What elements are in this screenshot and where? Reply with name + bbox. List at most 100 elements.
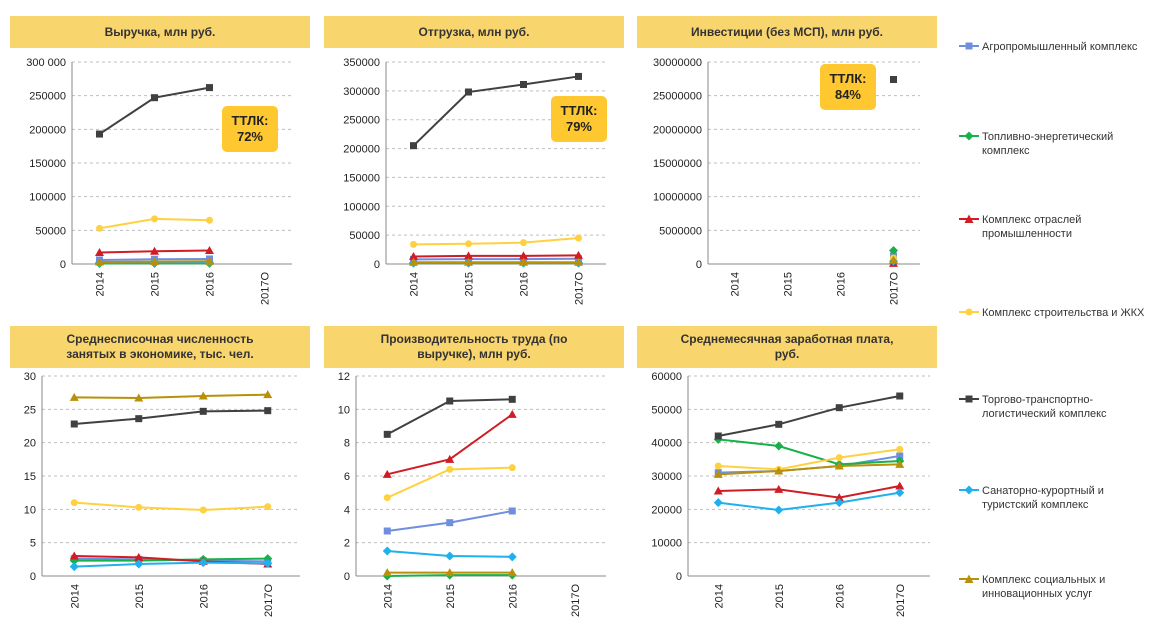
data-point xyxy=(199,506,207,514)
series-industry xyxy=(95,246,214,257)
chart-employment: 0 5 10 15 20 25 30 2014 2015 2016 2017О xyxy=(24,371,300,617)
chart-salary: 0 10000 20000 30000 40000 50000 60000 2014 2015 2… xyxy=(651,371,930,617)
data-point xyxy=(507,552,517,562)
series-social-innovation xyxy=(409,257,583,266)
data-point xyxy=(69,562,79,572)
y-tick-label: 60000 xyxy=(651,371,682,383)
data-point xyxy=(150,257,159,266)
y-tick-label: 40000 xyxy=(651,438,682,450)
data-point xyxy=(198,391,208,400)
ttlk-callout-revenue: ТТЛК: 72% xyxy=(222,106,278,152)
y-tick-label: 20000000 xyxy=(653,124,702,136)
data-point xyxy=(382,568,392,577)
data-point xyxy=(835,404,843,412)
data-point xyxy=(575,72,582,80)
y-tick-label: 12 xyxy=(338,371,350,383)
y-tick-label: 8 xyxy=(344,438,350,450)
series-resort-tourism xyxy=(69,558,273,572)
x-tick-label: 2016 xyxy=(834,584,846,608)
legend-label: Санаторно-курортный и туристский комплек… xyxy=(982,485,1104,511)
data-point xyxy=(508,464,516,472)
data-point xyxy=(834,461,844,470)
series-trade-transport xyxy=(383,395,516,438)
data-point xyxy=(508,507,516,515)
series-construction xyxy=(410,234,582,248)
data-point xyxy=(205,256,214,265)
legend-item-social-innovation: Комплекс социальных и инновационных услу… xyxy=(958,573,1154,613)
legend-label: Торгово-транспортно-логистический компле… xyxy=(982,394,1107,420)
data-point xyxy=(774,441,784,451)
data-point xyxy=(96,130,103,138)
data-point xyxy=(834,498,844,508)
series-social-innovation xyxy=(95,256,214,266)
y-tick-label: 15000000 xyxy=(653,158,702,170)
chart-investment: 0 5000000 10000000 15000000 20000000 25000000… xyxy=(653,57,920,305)
data-point xyxy=(383,430,391,438)
y-tick-label: 0 xyxy=(30,571,36,583)
data-point xyxy=(465,240,472,248)
y-tick-label: 100000 xyxy=(343,201,380,213)
data-point xyxy=(409,257,418,266)
data-point xyxy=(465,88,472,96)
series-line xyxy=(412,75,579,147)
data-point xyxy=(206,84,213,92)
y-tick-label: 10000000 xyxy=(653,192,702,204)
y-tick-label: 30000000 xyxy=(653,57,702,69)
y-tick-label: 200000 xyxy=(29,124,66,136)
series-line xyxy=(74,393,268,400)
y-tick-label: 150000 xyxy=(343,172,380,184)
y-tick-label: 20000 xyxy=(651,504,682,516)
chart-title-revenue: Выручка, млн руб. xyxy=(10,16,310,48)
chart-title-salary: Среднемесячная заработная плата, руб. xyxy=(637,326,937,368)
y-tick-label: 0 xyxy=(374,259,380,271)
y-tick-label: 20 xyxy=(24,438,36,450)
data-point xyxy=(508,395,516,403)
series-construction xyxy=(96,215,213,232)
x-tick-label: 2015 xyxy=(774,584,786,608)
x-tick-label: 2014 xyxy=(95,272,107,296)
y-tick-label: 50000 xyxy=(35,225,66,237)
data-point xyxy=(713,469,723,478)
y-tick-label: 2 xyxy=(344,538,350,550)
series-social-innovation xyxy=(713,459,905,478)
y-tick-label: 250000 xyxy=(343,115,380,127)
data-point xyxy=(895,459,905,468)
series-trade-transport xyxy=(70,407,272,428)
x-tick-label: 2017О xyxy=(260,272,272,305)
chart-title-employment: Среднесписочная численность занятых в эк… xyxy=(10,326,310,368)
data-point xyxy=(135,415,143,423)
data-point xyxy=(409,251,418,260)
data-point xyxy=(70,499,78,507)
data-point xyxy=(263,554,273,564)
series-line xyxy=(413,257,579,261)
series-social-innovation xyxy=(382,568,517,577)
series-industry xyxy=(382,409,517,478)
data-point xyxy=(574,257,583,266)
series-fuel-energy xyxy=(889,246,898,256)
series-construction xyxy=(70,499,272,514)
series-line xyxy=(74,501,268,512)
y-tick-label: 100000 xyxy=(29,192,66,204)
series-construction xyxy=(383,464,516,502)
data-point xyxy=(264,503,272,511)
ttlk-callout-investment: ТТЛК: 84% xyxy=(820,64,876,110)
y-tick-label: 10 xyxy=(338,404,350,416)
data-point xyxy=(446,519,454,527)
data-point xyxy=(774,466,784,475)
legend-item-agro: Агропромышленный комплекс xyxy=(958,40,1154,80)
data-point xyxy=(446,465,454,473)
data-point xyxy=(199,407,207,415)
data-point xyxy=(445,551,455,561)
legend-item-resort-tourism: Санаторно-курортный и туристский комплек… xyxy=(958,484,1154,524)
x-tick-label: 2015 xyxy=(783,272,795,296)
y-tick-label: 30 xyxy=(24,371,36,383)
data-point xyxy=(69,392,79,401)
data-point xyxy=(410,142,417,150)
x-tick-label: 2016 xyxy=(519,272,531,296)
data-point xyxy=(134,552,144,561)
legend-item-trade-transport: Торгово-транспортно-логистический компле… xyxy=(958,393,1154,433)
series-line xyxy=(413,237,579,246)
ttlk-callout-shipment: ТТЛК: 79% xyxy=(551,96,607,142)
y-tick-label: 200000 xyxy=(343,144,380,156)
y-tick-label: 0 xyxy=(696,259,702,271)
